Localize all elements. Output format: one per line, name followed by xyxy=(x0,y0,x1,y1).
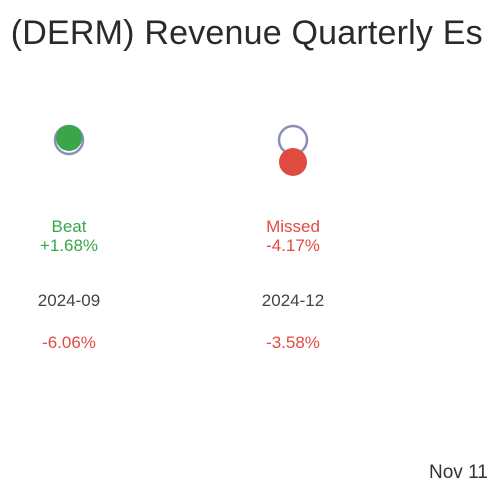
result-label: Beat xyxy=(52,217,87,236)
quarter-column: Missed-4.17% 2024-12 -3.58% xyxy=(262,124,324,352)
change-label: -6.06% xyxy=(42,333,96,352)
footer-date: Nov 11 xyxy=(429,462,488,483)
quarter-column: Beat+1.68% 2024-09 -6.06% xyxy=(38,124,100,352)
surprise-label: -4.17% xyxy=(266,236,320,255)
change-label: -3.58% xyxy=(266,333,320,352)
period-label: 2024-12 xyxy=(262,291,324,310)
actual-point xyxy=(279,148,307,176)
surprise-label: +1.68% xyxy=(40,236,98,255)
period-label: 2024-09 xyxy=(38,291,100,310)
actual-point xyxy=(56,125,82,151)
result-label: Missed xyxy=(266,217,320,236)
chart-title: o (DERM) Revenue Quarterly Es xyxy=(0,14,483,52)
